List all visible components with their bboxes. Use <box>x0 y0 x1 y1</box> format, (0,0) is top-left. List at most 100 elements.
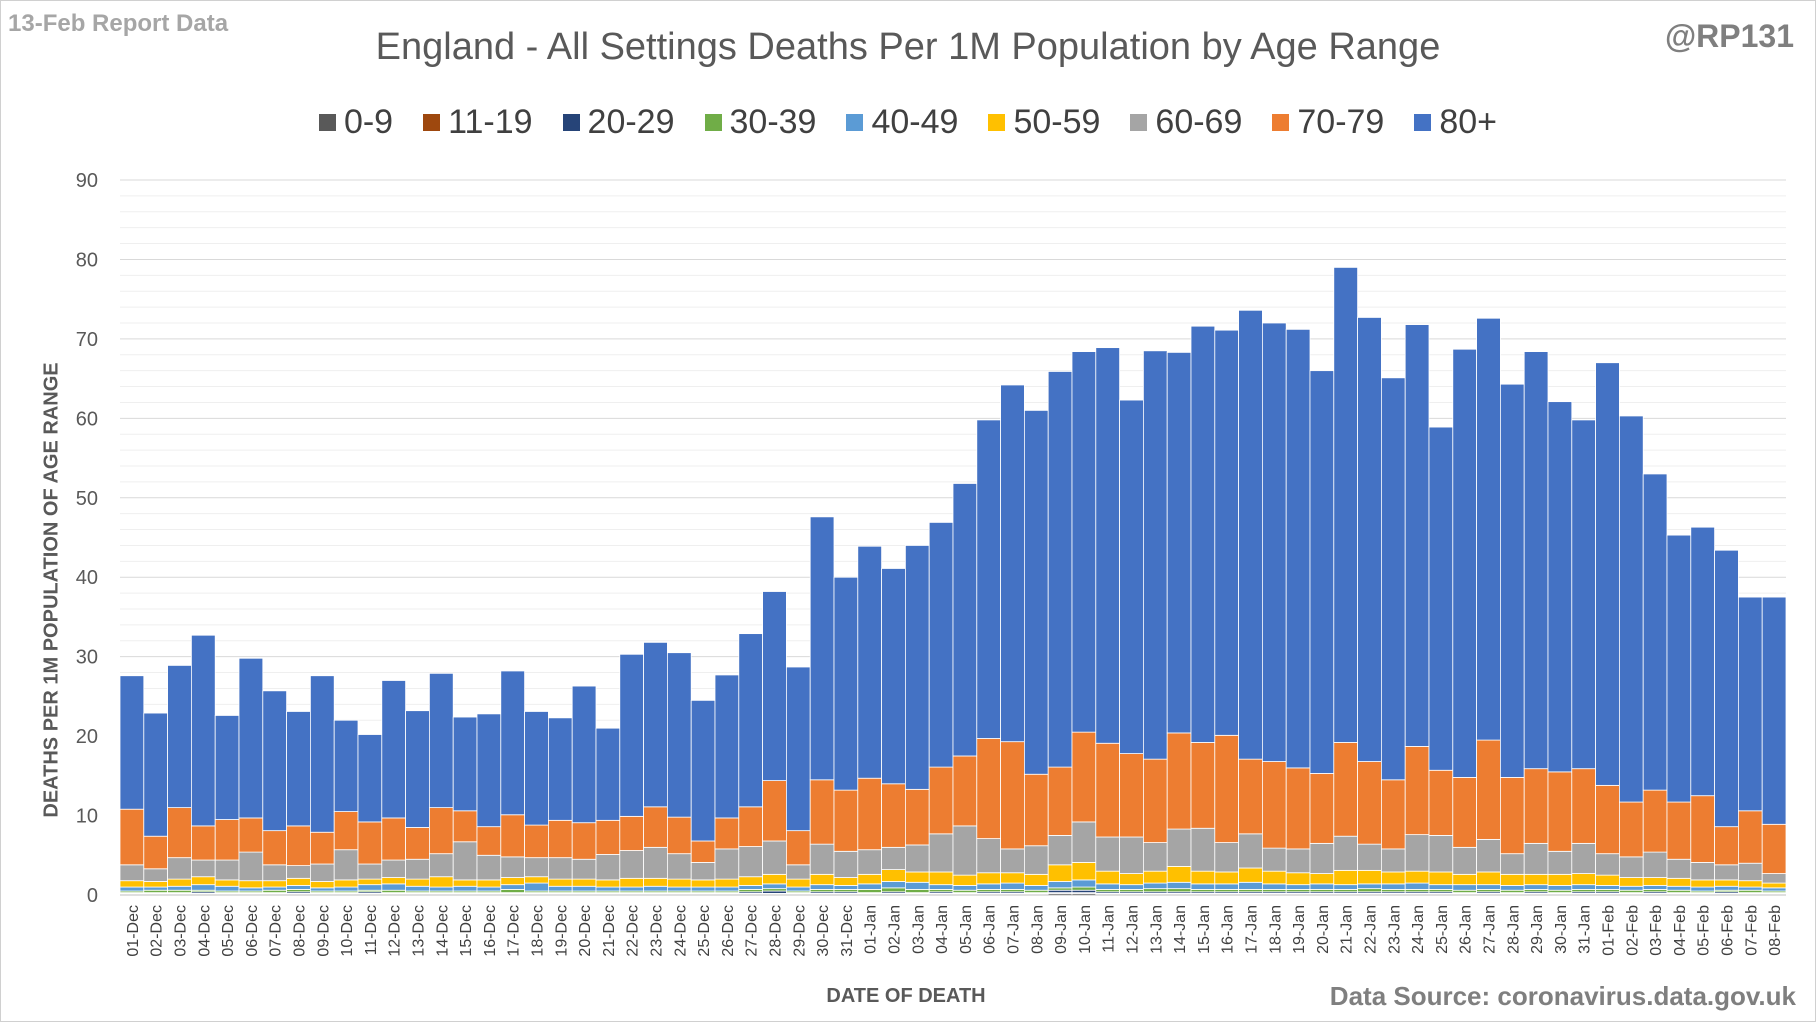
bar-segment <box>238 851 264 882</box>
bar-segment <box>214 879 240 887</box>
bar-segment <box>1666 858 1692 879</box>
bar-segment <box>809 779 835 845</box>
bar-segment <box>1500 383 1525 778</box>
bar-segment <box>119 675 145 810</box>
bar-segment <box>595 886 621 892</box>
bar-segment <box>1642 789 1668 853</box>
bar-segment <box>1571 884 1597 890</box>
bar-segment <box>1381 848 1406 873</box>
bar-segment <box>1047 835 1073 866</box>
bar-segment <box>762 873 787 885</box>
bar-segment <box>1690 886 1716 892</box>
bar-segment <box>428 886 454 892</box>
bar-segment <box>1690 526 1716 797</box>
bar-segment <box>952 885 978 891</box>
bar-segment <box>1571 768 1597 844</box>
bar-segment <box>238 817 264 853</box>
bar-segment <box>524 711 549 826</box>
bar-segment <box>1738 880 1763 888</box>
bar-segment <box>1500 777 1525 855</box>
bar-segment <box>381 883 406 891</box>
bar-segment <box>1000 384 1025 743</box>
bar-segment <box>143 835 169 870</box>
bar-segment <box>857 545 882 779</box>
bar-segment <box>452 879 478 887</box>
bar-segment <box>1119 873 1144 886</box>
x-tick-label: 18-Dec <box>530 905 547 957</box>
bar-segment <box>1738 596 1763 812</box>
bar-segment <box>976 838 1001 874</box>
bar-segment <box>143 886 169 891</box>
bar-segment <box>190 884 216 891</box>
bar-segment <box>1381 871 1406 885</box>
bar-segment <box>476 713 502 828</box>
x-tick-label: 08-Jan <box>1029 905 1046 954</box>
bar-segment <box>643 885 668 892</box>
x-tick-label: 27-Jan <box>1482 905 1499 954</box>
bar-segment <box>381 877 406 885</box>
bar-segment <box>833 877 859 886</box>
legend-swatch <box>1130 114 1148 131</box>
bar-segment <box>1761 887 1787 892</box>
legend-item: 60-69 <box>1130 103 1242 142</box>
bar-segment <box>928 884 954 890</box>
bar-segment <box>952 874 978 886</box>
legend-swatch <box>1414 114 1432 131</box>
bar-segment <box>714 886 740 892</box>
bar-segment <box>1523 768 1549 844</box>
bar-segment <box>786 886 811 892</box>
legend-label: 50-59 <box>1013 103 1101 141</box>
bar-segment <box>1119 836 1144 874</box>
bar-segment <box>1666 534 1692 803</box>
bar-segment <box>238 880 264 889</box>
bar-segment <box>690 879 716 888</box>
bar-segment <box>476 826 502 856</box>
x-tick-label: 07-Dec <box>268 905 285 957</box>
y-tick-label: 20 <box>76 726 98 748</box>
bar-segment <box>476 886 502 892</box>
bar-segment <box>881 846 906 870</box>
bar-segment <box>1357 843 1382 871</box>
bar-segment <box>1262 870 1287 885</box>
bar-segment <box>1547 885 1573 891</box>
legend-item: 0-9 <box>318 103 393 142</box>
author-handle: @RP131 <box>1664 18 1794 54</box>
x-tick-label: 31-Dec <box>839 905 856 957</box>
bar-segment <box>809 516 835 781</box>
bar-segment <box>643 806 668 848</box>
bar-segment <box>809 873 835 886</box>
bar-segment <box>643 846 668 879</box>
bar-segment <box>1381 779 1406 850</box>
bar-segment <box>1166 828 1192 867</box>
x-tick-label: 08-Dec <box>292 905 309 957</box>
bar-segment <box>1595 362 1620 786</box>
bar-segment <box>1000 741 1025 850</box>
x-tick-label: 05-Dec <box>220 905 237 957</box>
bar-segment <box>1285 884 1311 890</box>
x-tick-label: 04-Feb <box>1672 905 1689 956</box>
x-tick-label: 04-Dec <box>196 905 213 957</box>
bar-segment <box>167 665 192 809</box>
bar-segment <box>1666 885 1692 891</box>
y-tick-label: 90 <box>76 170 98 192</box>
x-tick-label: 07-Feb <box>1743 905 1760 956</box>
x-tick-label: 25-Dec <box>696 905 713 957</box>
bar-segment <box>1452 884 1478 891</box>
bar-segment <box>1143 758 1168 843</box>
bar-segment <box>905 844 930 873</box>
bar-segment <box>1428 769 1454 836</box>
bar-segment <box>405 710 430 828</box>
x-tick-label: 17-Jan <box>1244 905 1261 954</box>
bar-segment <box>1238 758 1263 835</box>
y-tick-label: 40 <box>76 567 98 589</box>
x-tick-label: 10-Dec <box>339 905 356 957</box>
x-tick-label: 13-Jan <box>1148 905 1165 954</box>
bar-segment <box>1262 322 1287 762</box>
x-tick-label: 10-Jan <box>1077 905 1094 954</box>
bar-segment <box>167 885 192 891</box>
legend-item: 30-39 <box>704 103 816 142</box>
bar-segment <box>833 789 859 852</box>
bar-segment <box>1238 881 1263 890</box>
bar-segment <box>714 878 740 888</box>
bar-segment <box>905 788 930 846</box>
